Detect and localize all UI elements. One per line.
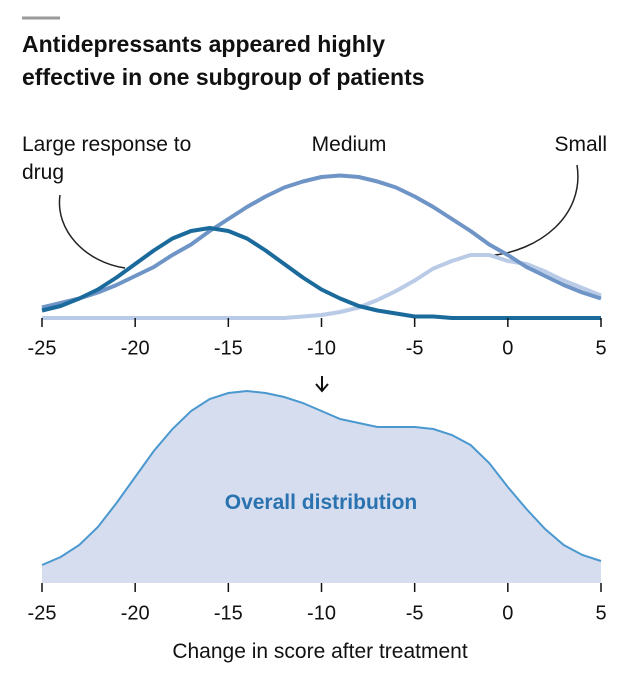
arrow [315, 376, 329, 393]
area-label: Overall distribution [224, 491, 418, 514]
leader-line [486, 164, 579, 257]
x-tick-label: -10 [307, 602, 336, 624]
x-axis-label: Change in score after treatment [172, 640, 468, 663]
leader-line [58, 194, 126, 269]
x-tick-label: -20 [121, 337, 150, 359]
x-tick-label: -5 [406, 337, 424, 359]
series-label: Small [554, 133, 607, 156]
area [42, 391, 601, 583]
x-tick-label: -10 [307, 337, 336, 359]
x-tick-label: -15 [214, 602, 243, 624]
x-tick-label: 0 [502, 602, 513, 624]
area-outline [41, 389, 602, 566]
line [41, 173, 602, 310]
line [42, 253, 602, 320]
x-tick-label: 5 [595, 337, 606, 359]
x-tick-label: -20 [121, 602, 150, 624]
series-label: Medium [311, 133, 387, 156]
x-tick-label: -5 [406, 602, 424, 624]
x-tick-label: -25 [28, 602, 57, 624]
x-tick-label: 0 [502, 337, 513, 359]
chart-title: Antidepressants appeared highly effectiv… [22, 31, 425, 90]
series-label: Large response to drug [22, 133, 192, 184]
x-tick-label: -15 [214, 337, 243, 359]
x-tick-label: 5 [595, 602, 606, 624]
x-tick-label: -25 [28, 337, 57, 359]
line [41, 226, 601, 320]
